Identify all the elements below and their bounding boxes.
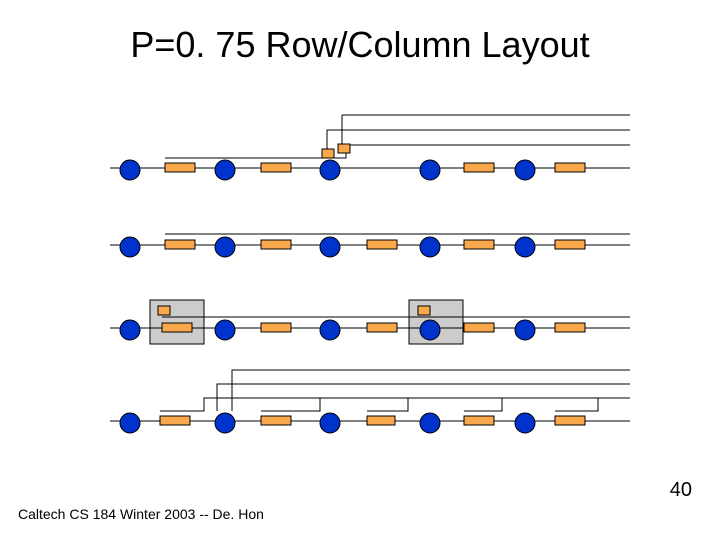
layout-diagram xyxy=(0,0,720,540)
